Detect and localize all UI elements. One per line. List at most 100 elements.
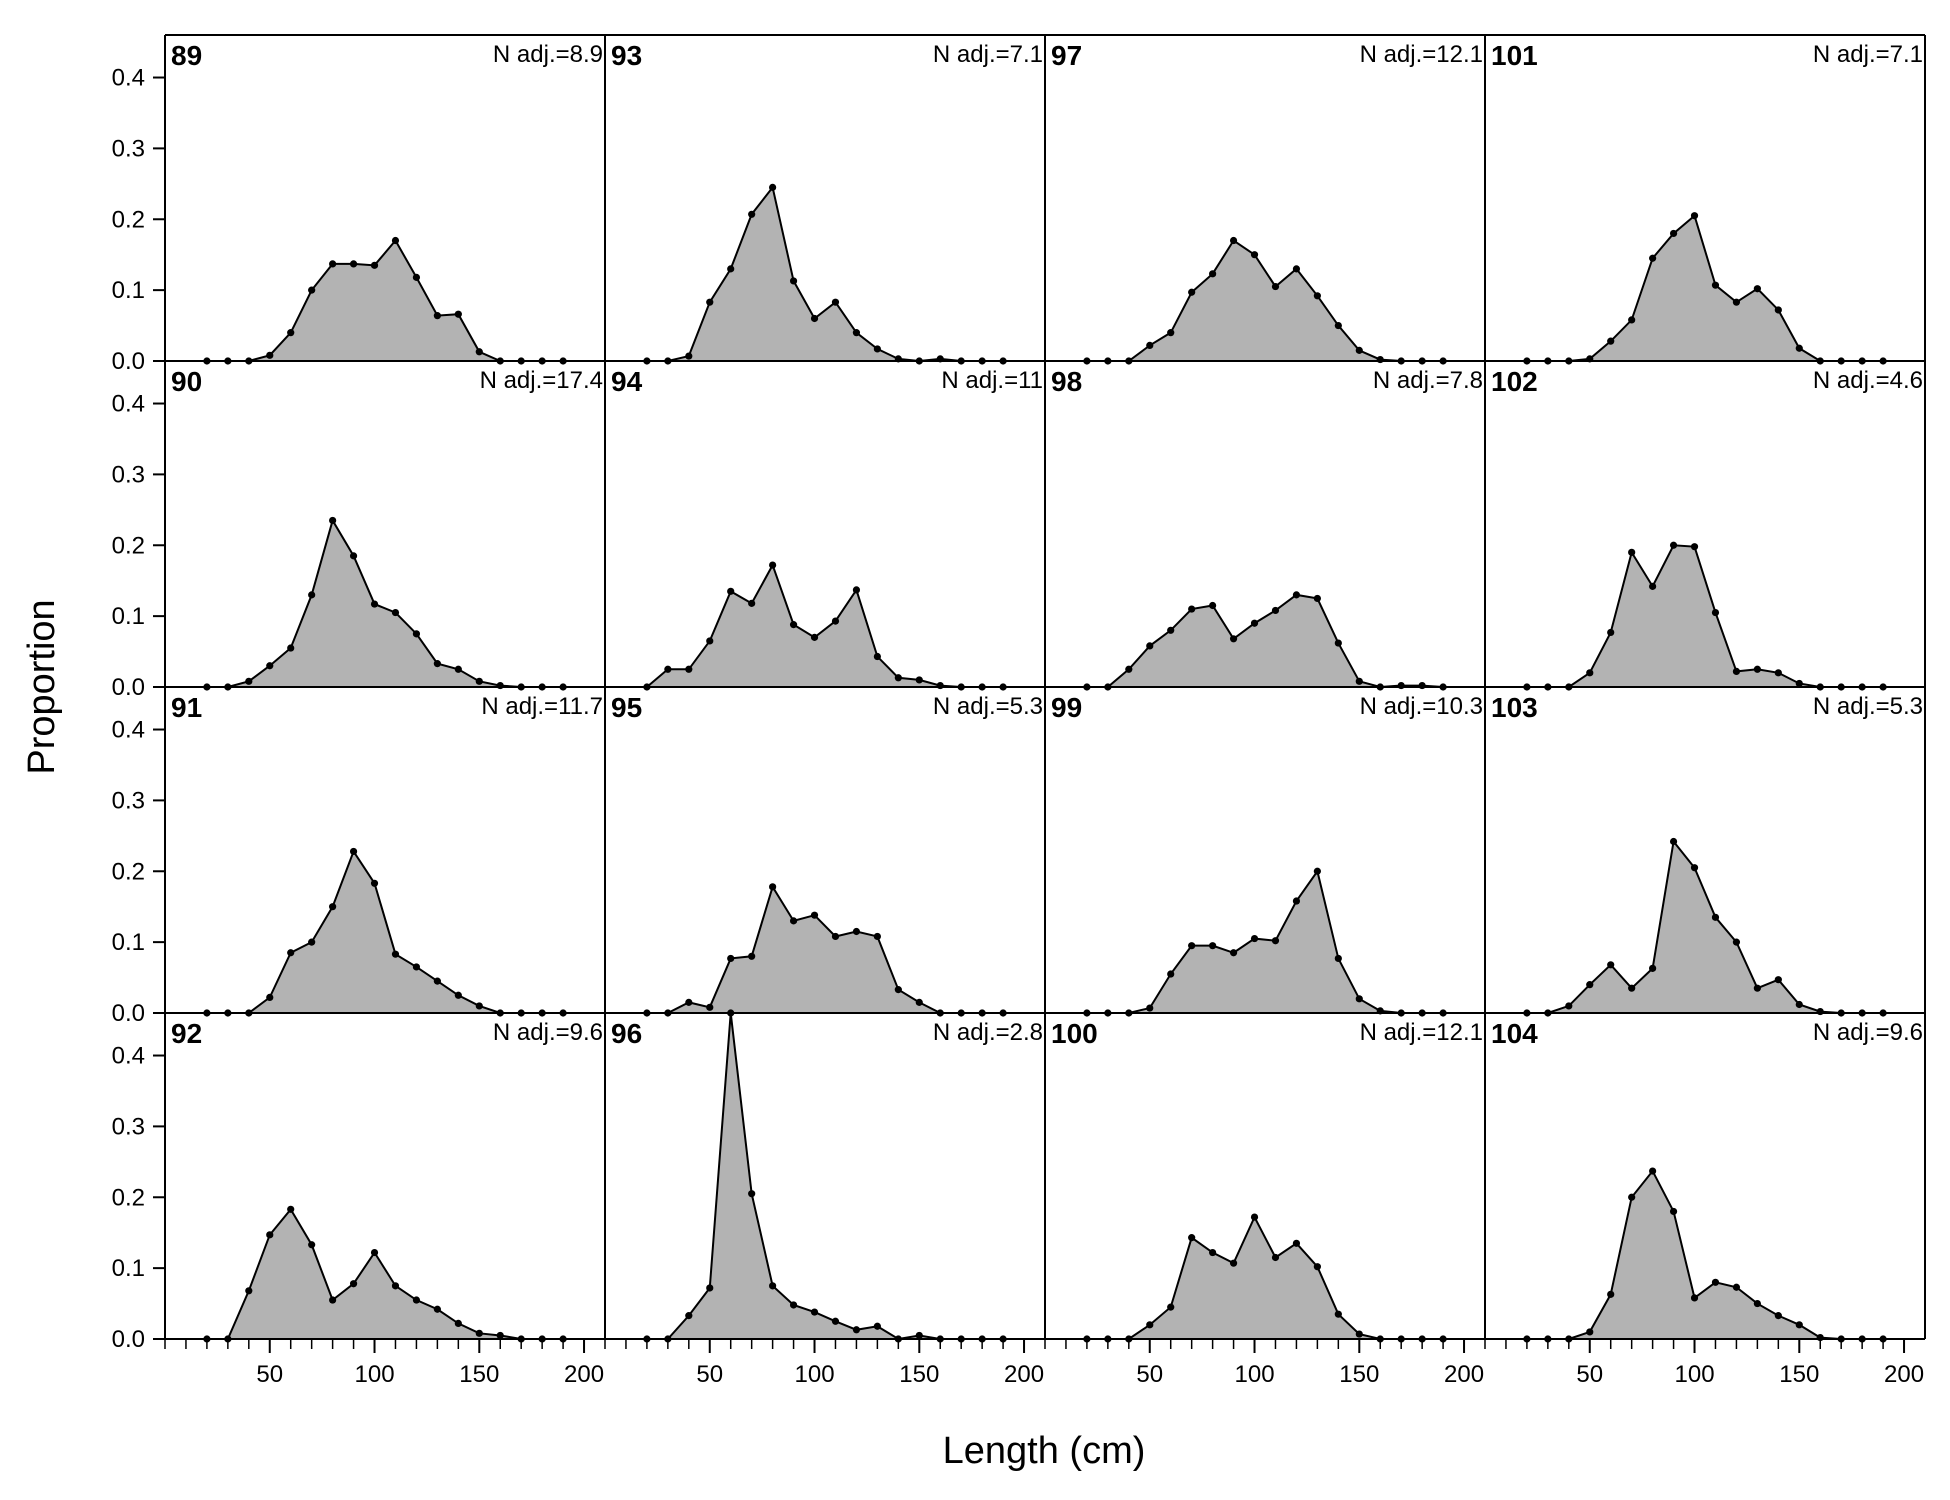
data-point bbox=[266, 1231, 274, 1239]
data-point bbox=[727, 587, 735, 595]
data-point bbox=[1209, 601, 1217, 610]
panel-99: 99 N adj.=10.3 bbox=[1051, 692, 1483, 1017]
data-point bbox=[1313, 1263, 1321, 1271]
panel-id-label: 93 bbox=[611, 40, 642, 71]
data-point bbox=[1649, 582, 1657, 590]
data-point bbox=[266, 351, 274, 359]
data-point bbox=[1271, 937, 1280, 945]
y-tick-label: 0.3 bbox=[112, 787, 145, 814]
data-point bbox=[1271, 1253, 1280, 1262]
data-point bbox=[769, 1282, 777, 1290]
data-point bbox=[873, 932, 881, 941]
data-point bbox=[789, 917, 798, 925]
data-point bbox=[370, 1248, 379, 1257]
data-point bbox=[1753, 285, 1761, 293]
data-point bbox=[1229, 1259, 1238, 1267]
data-point bbox=[349, 847, 358, 856]
data-point bbox=[894, 986, 902, 994]
data-point bbox=[329, 516, 337, 525]
data-point bbox=[1250, 934, 1259, 943]
data-point bbox=[748, 210, 756, 218]
y-tick-label: 0.1 bbox=[112, 277, 145, 304]
panel-id-label: 100 bbox=[1051, 1018, 1098, 1049]
data-point bbox=[370, 261, 379, 269]
panel-n-label: N adj.=7.1 bbox=[1813, 41, 1923, 68]
data-point bbox=[1690, 1294, 1699, 1302]
data-point bbox=[1292, 1239, 1301, 1247]
y-tick-label: 0.2 bbox=[112, 1184, 145, 1211]
data-point bbox=[308, 591, 316, 599]
data-point bbox=[1816, 1007, 1824, 1016]
data-point bbox=[1753, 1299, 1761, 1308]
data-point bbox=[873, 1322, 881, 1330]
x-tick-label: 100 bbox=[1675, 1361, 1715, 1388]
data-point bbox=[1795, 679, 1803, 688]
data-point bbox=[1753, 984, 1761, 992]
data-point bbox=[1649, 1167, 1657, 1175]
data-point bbox=[1167, 329, 1175, 337]
y-tick-label: 0.3 bbox=[112, 1113, 145, 1140]
data-point bbox=[873, 652, 881, 661]
panels-layer: 89 N adj.=8.9 90 N adj.=17.4 91 N adj.=11.7 92… bbox=[171, 40, 1923, 1343]
data-point bbox=[1753, 665, 1761, 673]
panel-95: 95 N adj.=5.3 bbox=[611, 692, 1043, 1017]
data-point bbox=[685, 1312, 693, 1320]
data-point bbox=[1628, 984, 1636, 992]
data-point bbox=[1607, 961, 1615, 969]
data-point bbox=[1229, 635, 1238, 643]
data-point bbox=[287, 1205, 295, 1213]
y-tick-label: 0.4 bbox=[112, 391, 145, 418]
panel-id-label: 99 bbox=[1051, 692, 1082, 723]
data-point bbox=[1774, 1312, 1782, 1320]
area-fill-95 bbox=[646, 886, 1004, 1013]
panel-id-label: 102 bbox=[1491, 366, 1538, 397]
data-point bbox=[873, 345, 881, 353]
x-tick-label: 50 bbox=[256, 1361, 283, 1388]
data-point bbox=[1125, 665, 1133, 673]
panel-id-label: 97 bbox=[1051, 40, 1082, 71]
panel-id-label: 96 bbox=[611, 1018, 642, 1049]
data-point bbox=[1334, 321, 1342, 330]
data-point bbox=[706, 637, 714, 645]
x-tick-label: 150 bbox=[1779, 1361, 1819, 1388]
panel-id-label: 95 bbox=[611, 692, 642, 723]
panel-104: 104 N adj.=9.6 bbox=[1491, 1018, 1923, 1343]
data-point bbox=[852, 586, 861, 594]
data-point bbox=[370, 600, 379, 608]
data-point bbox=[852, 927, 861, 936]
data-point bbox=[1292, 897, 1301, 905]
data-point bbox=[245, 677, 253, 685]
data-point bbox=[1607, 628, 1615, 637]
data-point bbox=[1250, 1213, 1259, 1221]
data-point bbox=[391, 236, 400, 245]
panel-103: 103 N adj.=5.3 bbox=[1491, 692, 1923, 1017]
data-point bbox=[1146, 1004, 1154, 1012]
data-point bbox=[475, 677, 483, 685]
panel-n-label: N adj.=5.3 bbox=[1813, 693, 1923, 720]
y-axis-title: Proportion bbox=[21, 599, 63, 774]
panel-97: 97 N adj.=12.1 bbox=[1051, 40, 1483, 365]
data-point bbox=[266, 662, 274, 670]
panel-94: 94 N adj.=11 bbox=[611, 366, 1043, 691]
data-point bbox=[1565, 1002, 1573, 1010]
data-point bbox=[1732, 298, 1741, 306]
panel-id-label: 90 bbox=[171, 366, 202, 397]
data-point bbox=[245, 1287, 253, 1295]
panel-n-label: N adj.=4.6 bbox=[1813, 367, 1923, 394]
y-tick-label: 0.4 bbox=[112, 1043, 145, 1070]
panel-n-label: N adj.=12.1 bbox=[1360, 1019, 1483, 1046]
data-point bbox=[1229, 236, 1238, 245]
area-fill-92 bbox=[206, 1209, 564, 1339]
area-fill-98 bbox=[1086, 594, 1444, 687]
data-point bbox=[1146, 1321, 1154, 1329]
data-point bbox=[936, 681, 944, 690]
data-point bbox=[329, 903, 337, 911]
data-point bbox=[329, 260, 337, 268]
x-tick-label: 50 bbox=[696, 1361, 723, 1388]
y-tick-label: 0.3 bbox=[112, 135, 145, 162]
data-point bbox=[1669, 541, 1678, 549]
data-point bbox=[1334, 639, 1342, 647]
data-point bbox=[349, 260, 358, 268]
area-fill-90 bbox=[206, 520, 564, 687]
data-point bbox=[1732, 667, 1741, 676]
